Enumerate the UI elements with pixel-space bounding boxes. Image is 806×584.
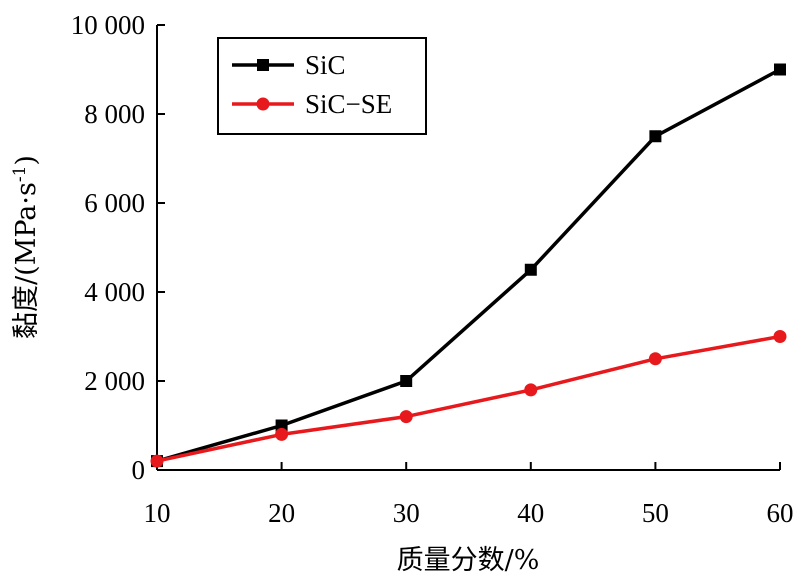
data-point-sic-se [399, 410, 413, 424]
y-tick-label: 4 000 [84, 277, 145, 307]
data-point-sic-se [773, 330, 787, 343]
legend-label-sic: SiC [305, 50, 346, 80]
series-layer [150, 63, 787, 468]
legend-marker-sic [257, 59, 269, 71]
x-tick-label: 40 [517, 498, 544, 528]
data-point-sic [524, 263, 537, 276]
data-point-sic [400, 375, 413, 387]
x-tick-label: 60 [767, 498, 794, 528]
series-line-sic-se [156, 334, 781, 463]
y-tick-label: 2 000 [84, 366, 145, 396]
data-point-sic [649, 130, 662, 143]
data-point-sic [275, 419, 288, 432]
series-line-sic [156, 67, 781, 463]
y-axis-title-main: 黏度/(MPa·s [11, 182, 42, 339]
y-tick-label: 6 000 [84, 188, 145, 218]
y-axis-title: 黏度/(MPa·s-1) [10, 155, 42, 339]
data-point-sic-se [524, 383, 538, 397]
y-tick-label: 0 [132, 455, 146, 485]
legend-box [217, 37, 427, 135]
legend-label-sic-se: SiC−SE [305, 89, 392, 119]
y-axis-title-close: ) [11, 155, 42, 166]
legend-items: SiC SiC−SE [232, 50, 392, 119]
y-tick-label: 8 000 [84, 99, 145, 129]
y-ticks: 0 2 000 4 000 6 000 8 000 10 000 [71, 10, 165, 485]
data-point-sic-se [648, 352, 662, 366]
y-axis-title-sup: -1 [10, 166, 30, 183]
data-point-sic-se [275, 427, 289, 441]
legend-marker-sic-se [256, 97, 270, 111]
x-ticks: 10 20 30 40 50 60 [144, 462, 794, 528]
y-tick-label: 10 000 [71, 10, 145, 40]
x-tick-label: 50 [642, 498, 669, 528]
data-point-sic [774, 63, 786, 76]
x-axis-title: 质量分数/% [397, 545, 540, 576]
axes [156, 25, 780, 471]
x-tick-label: 30 [393, 498, 420, 528]
x-tick-label: 20 [268, 498, 295, 528]
data-point-sic-se [150, 454, 164, 468]
legend: SiC SiC−SE [217, 37, 427, 135]
x-tick-label: 10 [144, 498, 171, 528]
